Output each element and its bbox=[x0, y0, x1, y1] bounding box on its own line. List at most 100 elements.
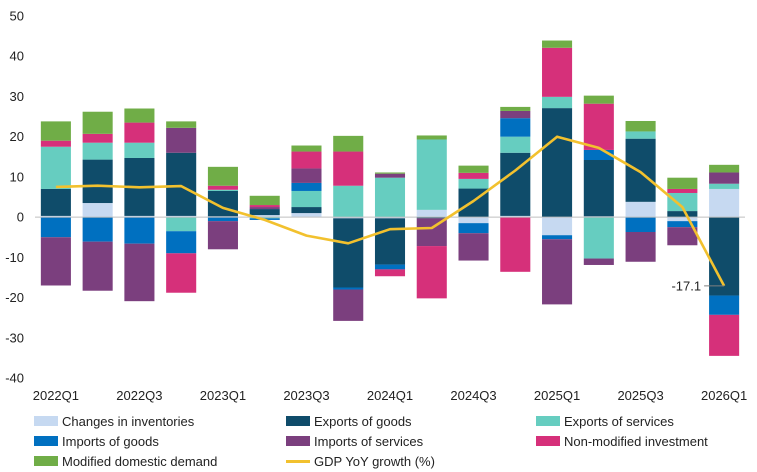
bar-segment bbox=[667, 221, 698, 228]
legend-item-imports-services: Imports of services bbox=[286, 432, 423, 450]
bar-segment bbox=[333, 218, 364, 288]
legend-item-modified-domestic-demand: Modified domestic demand bbox=[34, 452, 217, 470]
bar-segment bbox=[124, 243, 155, 302]
annotation-label: -17.1 bbox=[671, 278, 701, 293]
gdp-line-group bbox=[55, 135, 726, 287]
bar-segment bbox=[625, 120, 656, 132]
bar-segment bbox=[207, 185, 238, 190]
bar-segment bbox=[416, 139, 447, 210]
bars-group bbox=[40, 40, 740, 356]
bar-segment bbox=[500, 217, 531, 272]
y-axis: -40 -30 -20 -10 0 10 20 30 40 50 bbox=[5, 9, 24, 386]
bar-segment bbox=[542, 47, 573, 97]
x-tick-label: 2025Q3 bbox=[617, 388, 663, 403]
bar-segment bbox=[82, 203, 113, 218]
legend-swatch bbox=[286, 436, 310, 446]
bar-segment bbox=[667, 217, 698, 222]
bar-segment bbox=[166, 217, 197, 232]
bar-segment bbox=[709, 172, 740, 184]
bar-segment bbox=[40, 121, 71, 141]
bar-segment bbox=[542, 96, 573, 109]
bar-segment bbox=[458, 223, 489, 234]
bar-segment bbox=[374, 173, 406, 178]
bar-segment bbox=[500, 215, 531, 218]
legend-swatch bbox=[34, 456, 58, 466]
x-tick-label: 2024Q1 bbox=[367, 388, 413, 403]
bar-segment bbox=[291, 213, 322, 218]
bar-segment bbox=[667, 188, 698, 193]
x-axis: 2022Q1 2022Q3 2023Q1 2023Q3 2024Q1 2024Q3 2025… bbox=[33, 388, 748, 403]
bar-segment bbox=[458, 233, 489, 261]
y-tick-label: -40 bbox=[5, 371, 24, 386]
bar-segment bbox=[124, 142, 155, 158]
y-tick-label: 30 bbox=[10, 89, 24, 104]
legend-item-exports-goods: Exports of goods bbox=[286, 412, 412, 430]
legend-label: Imports of goods bbox=[62, 433, 159, 449]
bar-segment bbox=[542, 217, 573, 236]
legend-item-exports-services: Exports of services bbox=[536, 412, 674, 430]
bar-segment bbox=[709, 217, 740, 296]
chart: -40 -30 -20 -10 0 10 20 30 40 50 2022Q1 2022Q3 2023… bbox=[5, 9, 748, 404]
bar-segment bbox=[709, 164, 740, 173]
bar-segment bbox=[500, 110, 531, 119]
bar-segment bbox=[249, 195, 280, 206]
x-tick-label: 2025Q1 bbox=[534, 388, 580, 403]
legend-label: GDP YoY growth (%) bbox=[314, 453, 435, 469]
legend-item-imports-goods: Imports of goods bbox=[34, 432, 159, 450]
bar-segment bbox=[40, 237, 71, 286]
bar-segment bbox=[124, 217, 155, 244]
bar-segment bbox=[458, 217, 489, 224]
bar-segment bbox=[416, 217, 447, 219]
bar-segment bbox=[40, 217, 71, 238]
bar-segment bbox=[82, 142, 113, 160]
legend-label: Exports of goods bbox=[314, 413, 412, 429]
bar-segment bbox=[249, 209, 280, 216]
bar-segment bbox=[542, 108, 573, 218]
bar-segment bbox=[709, 183, 740, 189]
legend-line-swatch bbox=[286, 459, 310, 463]
bar-segment bbox=[374, 269, 406, 277]
bar-segment bbox=[374, 172, 406, 174]
y-tick-label: 20 bbox=[10, 129, 24, 144]
bar-segment bbox=[416, 135, 447, 140]
legend-label: Non-modified investment bbox=[564, 433, 708, 449]
y-tick-label: 50 bbox=[10, 9, 24, 24]
y-tick-label: -10 bbox=[5, 250, 24, 265]
y-tick-label: -30 bbox=[5, 330, 24, 345]
bar-segment bbox=[40, 215, 71, 218]
bar-segment bbox=[166, 121, 197, 128]
bar-segment bbox=[40, 146, 71, 189]
bar-segment bbox=[82, 111, 113, 134]
bar-segment bbox=[333, 217, 364, 219]
bar-segment bbox=[374, 217, 406, 219]
bar-segment bbox=[82, 159, 113, 204]
bar-segment bbox=[333, 289, 364, 321]
legend-label: Imports of services bbox=[314, 433, 424, 449]
bar-segment bbox=[124, 122, 155, 143]
bar-segment bbox=[291, 151, 322, 169]
bar-segment bbox=[583, 149, 614, 160]
legend: Changes in inventories Exports of goods … bbox=[0, 408, 757, 472]
bar-segment bbox=[667, 211, 698, 218]
bar-segment bbox=[291, 207, 322, 214]
legend-label: Modified domestic demand bbox=[62, 453, 218, 469]
bar-segment bbox=[583, 258, 614, 265]
bar-segment bbox=[207, 221, 238, 250]
bar-segment bbox=[583, 159, 614, 217]
bar-segment bbox=[542, 235, 573, 240]
bar-segment bbox=[374, 218, 406, 265]
bar-segment bbox=[625, 217, 656, 232]
bar-segment bbox=[207, 217, 238, 222]
bar-segment bbox=[667, 177, 698, 189]
bar-segment bbox=[291, 190, 322, 208]
legend-swatch bbox=[536, 416, 560, 426]
bar-segment bbox=[333, 287, 364, 290]
bar-segment bbox=[583, 95, 614, 104]
legend-label: Changes in inventories bbox=[62, 413, 195, 429]
bar-segment bbox=[458, 172, 489, 179]
y-tick-label: 40 bbox=[10, 49, 24, 64]
x-tick-label: 2022Q3 bbox=[116, 388, 162, 403]
bar-segment bbox=[82, 217, 113, 242]
bar-segment bbox=[249, 205, 280, 208]
bar-segment bbox=[249, 217, 280, 219]
